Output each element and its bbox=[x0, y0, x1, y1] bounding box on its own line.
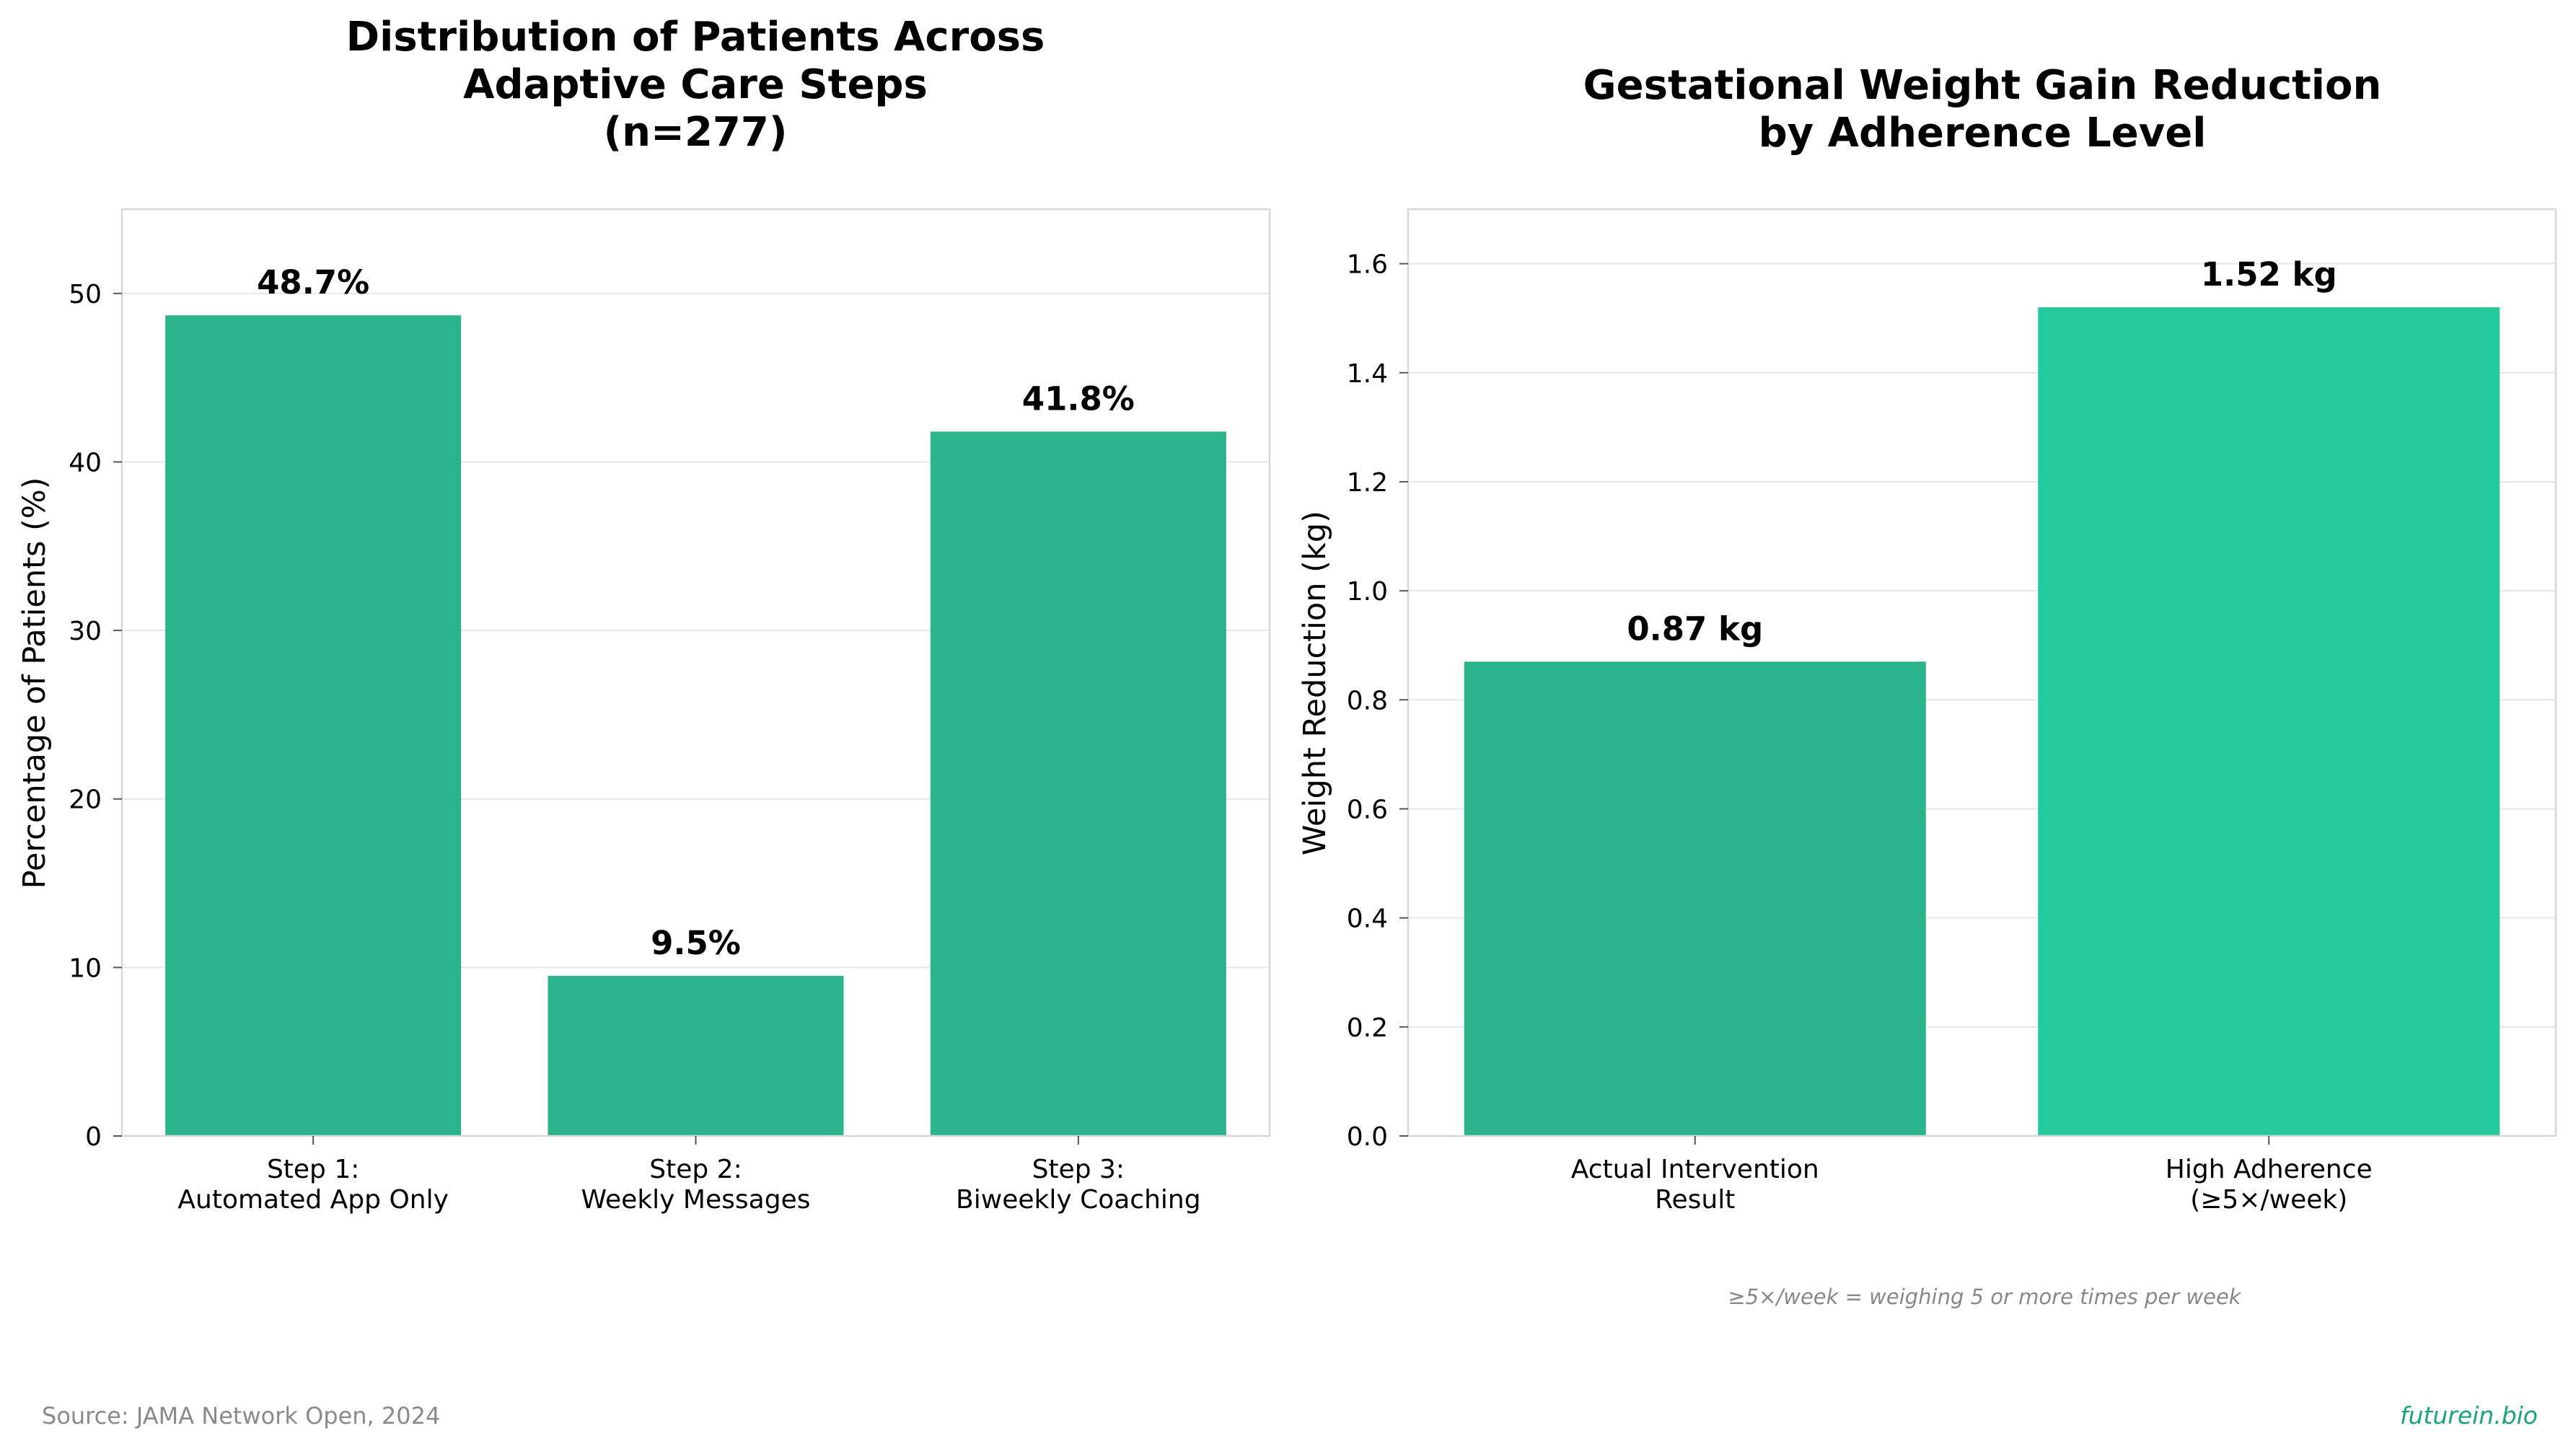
y-tick-label: 10 bbox=[69, 953, 102, 983]
chart-title: Gestational Weight Gain Reduction by Adhe… bbox=[1583, 62, 2382, 157]
x-tick-label: Step 2: Weekly Messages bbox=[581, 1155, 811, 1215]
brand-text: futurein.bio bbox=[2400, 1401, 2538, 1430]
bar bbox=[2038, 307, 2500, 1136]
chart-patient-distribution: 0 10 20 30 40 50 Step 1: Automated App Only Step… bbox=[17, 14, 1271, 1215]
bar bbox=[165, 315, 462, 1136]
y-axis-label: Weight Reduction (kg) bbox=[1297, 511, 1333, 855]
data-label: 1.52 kg bbox=[2201, 255, 2337, 294]
footnote: ≥5×/week = weighing 5 or more times per … bbox=[1728, 1285, 2241, 1309]
y-tick-label: 0.4 bbox=[1347, 904, 1388, 934]
y-tick-label: 1.0 bbox=[1347, 577, 1388, 607]
y-tick-label: 40 bbox=[69, 448, 102, 477]
bar bbox=[930, 431, 1226, 1136]
y-tick-label: 0.0 bbox=[1347, 1122, 1388, 1152]
chart-title: Distribution of Patients Across Adaptive … bbox=[346, 14, 1045, 156]
y-tick-label: 0.6 bbox=[1347, 795, 1388, 824]
x-tick-label: Step 1: Automated App Only bbox=[177, 1155, 449, 1215]
source-text: Source: JAMA Network Open, 2024 bbox=[42, 1402, 440, 1430]
data-label: 48.7% bbox=[257, 263, 369, 301]
plot-frame bbox=[1407, 208, 2557, 1137]
y-tick-label: 1.4 bbox=[1347, 359, 1388, 389]
y-tick-label: 20 bbox=[69, 785, 102, 815]
bar bbox=[1464, 661, 1926, 1136]
y-tick-label: 1.2 bbox=[1347, 468, 1388, 498]
y-tick-label: 50 bbox=[69, 280, 102, 309]
y-axis-label: Percentage of Patients (%) bbox=[17, 477, 53, 889]
y-tick-label: 0 bbox=[85, 1122, 102, 1152]
x-tick-label: High Adherence (≥5×/week) bbox=[2166, 1155, 2373, 1215]
chart-weight-reduction: 0.0 0.2 0.4 0.6 0.8 1.0 1.2 1.4 1.6 Actual Interv… bbox=[1297, 62, 2557, 1215]
x-tick-label: Step 3: Biweekly Coaching bbox=[956, 1155, 1201, 1215]
y-tick-label: 0.2 bbox=[1347, 1013, 1388, 1043]
x-tick-label: Actual Intervention Result bbox=[1571, 1155, 1819, 1215]
bar bbox=[548, 976, 844, 1136]
y-tick-label: 1.6 bbox=[1347, 250, 1388, 280]
data-label: 0.87 kg bbox=[1627, 609, 1763, 648]
data-label: 9.5% bbox=[651, 924, 741, 962]
y-tick-label: 0.8 bbox=[1347, 686, 1388, 715]
data-label: 41.8% bbox=[1022, 379, 1135, 418]
y-tick-label: 30 bbox=[69, 617, 102, 646]
